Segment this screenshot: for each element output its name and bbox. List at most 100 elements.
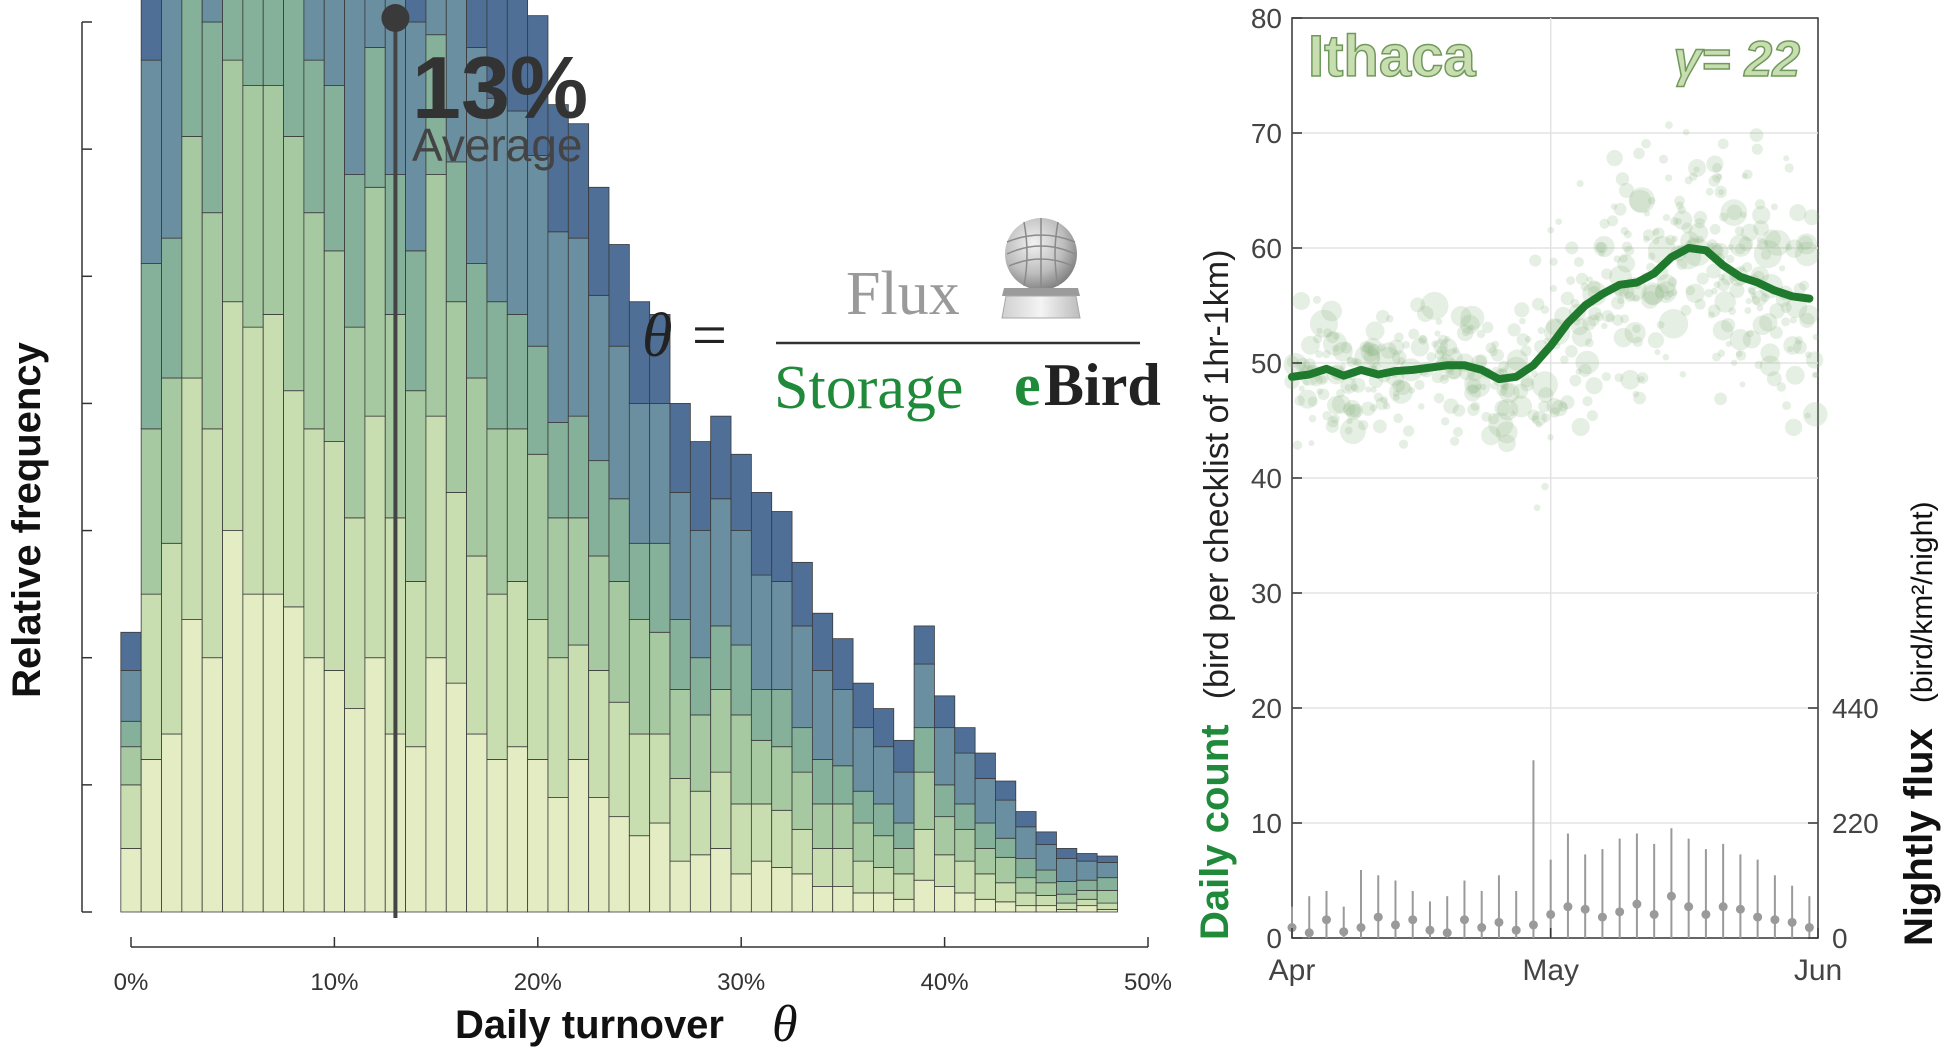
- histogram-bar-segment: [1015, 905, 1037, 913]
- checklist-point: [1331, 394, 1351, 414]
- formula-numerator-flux: Flux: [846, 260, 960, 328]
- checklist-point: [1594, 312, 1604, 322]
- checklist-point: [1418, 334, 1427, 344]
- histogram-bar-segment: [934, 784, 956, 818]
- checklist-point: [1652, 228, 1660, 236]
- histogram-bar-segment: [649, 403, 671, 544]
- checklist-point: [1798, 304, 1819, 325]
- histogram-bar-segment: [750, 492, 773, 576]
- histogram-bar-segment: [303, 212, 325, 430]
- checklist-point: [1392, 379, 1406, 393]
- checklist-point: [1614, 373, 1624, 383]
- histogram-bar-segment: [934, 816, 956, 856]
- histogram-bar-segment: [161, 377, 183, 544]
- histogram-bar-segment: [527, 155, 549, 347]
- checklist-point: [1295, 357, 1311, 373]
- histogram-bar-segment: [852, 860, 874, 894]
- checklist-point: [1759, 313, 1778, 332]
- checklist-point: [1617, 296, 1625, 305]
- histogram-bar-segment: [771, 809, 793, 868]
- histogram-bar-segment: [181, 619, 203, 913]
- checklist-point: [1358, 419, 1369, 431]
- checklist-point: [1789, 316, 1797, 324]
- checklist-point: [1719, 212, 1729, 222]
- histogram-bar-segment: [934, 727, 956, 786]
- histogram-bar-segment: [140, 0, 162, 61]
- checklist-point: [1440, 417, 1450, 426]
- flux-point: [1356, 923, 1366, 933]
- checklist-point: [1389, 380, 1413, 404]
- checklist-point: [1662, 353, 1670, 361]
- checklist-point: [1685, 285, 1696, 296]
- histogram-bar-segment: [405, 581, 427, 748]
- histogram-bar-segment: [547, 422, 569, 519]
- histogram-bar-segment: [140, 759, 162, 913]
- histogram-bar-segment: [974, 873, 996, 900]
- checklist-point: [1584, 338, 1594, 348]
- histogram-bar-segment: [486, 593, 508, 760]
- checklist-point: [1292, 440, 1303, 450]
- checklist-point: [1317, 388, 1330, 401]
- checklist-point: [1601, 309, 1614, 323]
- histogram-bar-segment: [974, 822, 996, 849]
- checklist-point: [1506, 349, 1529, 371]
- checklist-point: [1467, 403, 1480, 416]
- checklist-point: [1575, 272, 1589, 285]
- flux-point: [1770, 915, 1780, 925]
- histogram-bar-segment: [140, 263, 162, 430]
- histogram-bar-segment: [893, 848, 915, 875]
- histogram-bar-segment: [201, 0, 223, 23]
- checklist-point: [1377, 343, 1386, 352]
- checklist-point: [1538, 400, 1551, 413]
- histogram-bar-segment: [771, 689, 793, 748]
- checklist-point: [1606, 149, 1623, 167]
- checklist-point: [1729, 329, 1751, 351]
- checklist-point: [1766, 371, 1782, 387]
- checklist-point: [1449, 436, 1460, 446]
- histogram-bar-segment: [730, 644, 752, 716]
- flux-point: [1666, 891, 1676, 901]
- checklist-point: [1803, 209, 1820, 226]
- histogram-bar-segment: [750, 739, 773, 805]
- checklist-point: [1582, 316, 1596, 331]
- checklist-point: [1582, 396, 1593, 407]
- histogram-bar-segment: [506, 746, 529, 913]
- checklist-point: [1812, 371, 1820, 378]
- checklist-point: [1354, 344, 1381, 371]
- checklist-point: [1647, 196, 1656, 205]
- histogram-bar-segment: [445, 492, 468, 684]
- checklist-point: [1362, 341, 1375, 354]
- histogram-bar-segment: [954, 892, 976, 913]
- histogram-bar-segment: [344, 0, 366, 175]
- histogram-bar-segment: [791, 625, 813, 729]
- checklist-point: [1638, 376, 1645, 383]
- checklist-point: [1712, 173, 1722, 183]
- histogram-bar-segment: [791, 771, 813, 830]
- checklist-point: [1343, 399, 1362, 418]
- checklist-point: [1520, 374, 1534, 388]
- ithaca-panel: 0 10 20 30 40 50 60 70 80 0 220 440 Apr May Jun Itha…: [1193, 3, 1941, 987]
- checklist-point: [1464, 384, 1481, 402]
- histogram-bar-segment: [466, 0, 488, 48]
- histogram-bar-segment: [995, 780, 1017, 801]
- histogram-bar-segment: [934, 886, 956, 913]
- checklist-point: [1546, 398, 1563, 415]
- checklist-point: [1713, 281, 1721, 289]
- checklist-point: [1782, 401, 1792, 411]
- checklist-point: [1286, 356, 1299, 368]
- checklist-point: [1499, 367, 1507, 375]
- flux-point: [1425, 925, 1435, 935]
- histogram-bar-segment: [689, 657, 712, 716]
- date-tick-label: Jun: [1794, 954, 1842, 987]
- checklist-point: [1706, 263, 1721, 279]
- checklist-point: [1395, 380, 1411, 396]
- weather-radar-icon: [1001, 218, 1081, 319]
- checklist-point: [1617, 254, 1636, 273]
- histogram-bar-segment: [466, 263, 488, 379]
- checklist-point: [1675, 217, 1682, 225]
- checklist-point: [1467, 384, 1479, 395]
- checklist-point: [1711, 287, 1718, 295]
- histogram-bar-segment: [771, 581, 793, 690]
- right-axis-title-bold: Nightly flux: [1897, 728, 1941, 946]
